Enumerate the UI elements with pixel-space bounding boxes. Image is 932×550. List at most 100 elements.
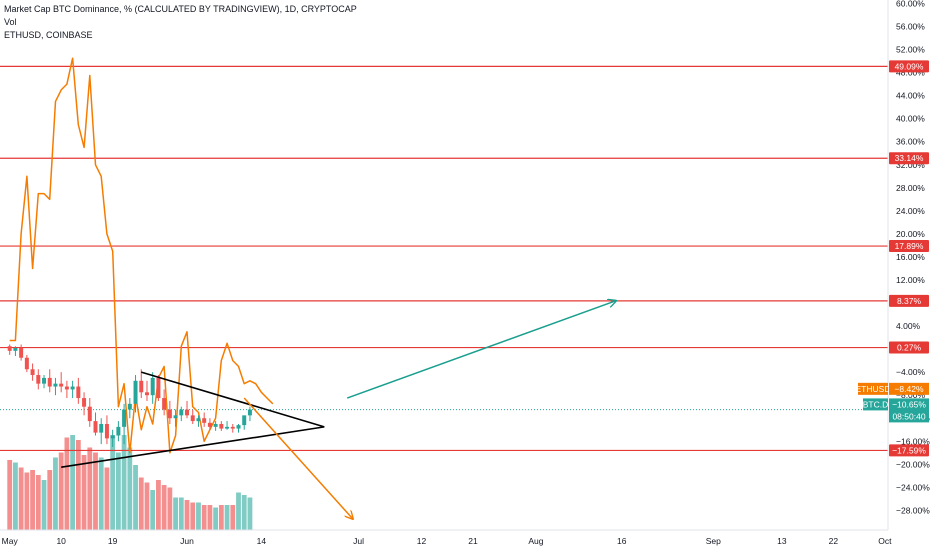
candle-body: [24, 357, 29, 370]
x-axis-tick-label: 12: [417, 536, 427, 546]
y-axis-tick-label: −24.00%: [896, 482, 930, 492]
level-price-badge: 8.37%: [889, 294, 929, 307]
drawings[interactable]: [61, 301, 616, 519]
level-price-badge-bg: [889, 294, 929, 307]
volume-bar: [133, 465, 138, 530]
y-axis-tick-label: 16.00%: [896, 252, 925, 262]
level-price-badge-text: 49.09%: [895, 61, 924, 71]
volume-bar: [35, 475, 41, 530]
candle-body: [173, 415, 178, 419]
candle-body: [64, 386, 69, 390]
volume-bar: [110, 435, 116, 530]
candle: [156, 375, 161, 401]
ethusd-value-bg: [889, 382, 929, 395]
horizontal-levels[interactable]: [0, 65, 888, 452]
volume-bar: [167, 487, 173, 530]
candle: [179, 406, 184, 422]
y-axis-tick-label: 36.00%: [896, 137, 925, 147]
legend-overlay-symbol: ETHUSD, COINBASE: [4, 30, 93, 40]
bearish-arrow[interactable]: [243, 397, 353, 519]
volume-bar: [87, 447, 93, 530]
y-axis-tick-label: 60.00%: [896, 0, 925, 9]
candle: [122, 403, 127, 445]
candle: [82, 392, 87, 416]
volume-bar: [201, 505, 207, 530]
level-price-badge-text: 33.14%: [895, 153, 924, 163]
volume-bar: [53, 457, 58, 530]
ethusd-current-badge: ETHUSD −8.42%: [856, 382, 929, 395]
candle-body: [190, 415, 195, 422]
candle: [93, 412, 98, 436]
candle-body: [202, 418, 207, 423]
candle-body: [236, 425, 241, 429]
candle: [202, 412, 207, 427]
candle: [47, 369, 52, 393]
candle: [196, 415, 201, 427]
candle-body: [19, 347, 24, 358]
candle-body: [104, 423, 109, 439]
candle: [213, 421, 218, 431]
ethusd-value-text: −8.42%: [894, 384, 924, 394]
y-axis-tick-label: 44.00%: [896, 91, 925, 101]
candle: [225, 421, 230, 430]
volume-bars: [7, 435, 253, 530]
candle: [53, 377, 58, 396]
btcd-candles: [7, 344, 252, 448]
x-axis-tick-label: 13: [777, 536, 787, 546]
ethusd-tag-bg: [858, 382, 888, 395]
x-axis-tick-label: 19: [108, 536, 118, 546]
candle-body: [70, 386, 75, 390]
candle-body: [162, 398, 167, 410]
candle-body: [156, 377, 161, 399]
level-price-badge-text: −17.59%: [892, 445, 926, 455]
candle: [110, 429, 115, 448]
volume-bar: [218, 505, 224, 530]
volume-bar: [241, 495, 247, 530]
candle-body: [87, 406, 92, 422]
volume-bar: [93, 452, 98, 530]
volume-bar: [104, 467, 110, 530]
y-axis[interactable]: 60.00% 56.00% 52.00% 48.00% 44.00% 40.00% 36.0…: [896, 0, 930, 515]
candle: [230, 423, 235, 433]
candle-body: [196, 418, 201, 422]
candle: [42, 375, 47, 389]
candle-body: [59, 383, 64, 387]
level-price-badge-bg: [889, 444, 929, 457]
volume-bar: [156, 480, 161, 530]
y-axis-tick-label: 20.00%: [896, 229, 925, 239]
volume-bar: [247, 497, 253, 530]
bullish-arrow[interactable]: [346, 301, 616, 399]
triangle-upper-trendline[interactable]: [141, 371, 325, 428]
y-axis-tick-label: −28.00%: [896, 505, 930, 515]
candle-body: [7, 346, 12, 351]
candle-body: [213, 423, 218, 427]
candle: [173, 409, 178, 427]
candle: [150, 372, 155, 404]
volume-bar: [138, 477, 144, 530]
candle: [144, 380, 149, 401]
x-axis[interactable]: May 10 19 Jun 14 Jul 12 21 Aug 16 Sep 13 22 Oct: [2, 536, 892, 546]
x-axis-tick-label: May: [2, 536, 19, 546]
x-axis-tick-label: Aug: [528, 536, 543, 546]
volume-bar: [81, 455, 87, 530]
volume-bar: [236, 492, 241, 530]
candle: [19, 344, 24, 361]
y-axis-tick-label: 48.00%: [896, 68, 925, 78]
candle: [190, 409, 195, 424]
triangle-lower-trendline[interactable]: [61, 426, 325, 468]
candle: [185, 400, 190, 419]
legend-title: Market Cap BTC Dominance, % (CALCULATED …: [4, 4, 357, 14]
candle-body: [133, 380, 138, 404]
candle-body: [127, 403, 132, 410]
candle-body: [53, 383, 58, 387]
x-axis-tick-label: Jul: [353, 536, 364, 546]
candle-body: [47, 377, 52, 387]
candle: [7, 344, 12, 355]
level-price-badge-text: 8.37%: [897, 296, 922, 306]
candle: [30, 363, 35, 381]
legend-volume: Vol: [4, 17, 17, 27]
candle-body: [242, 415, 247, 426]
candle: [70, 380, 75, 399]
candle-body: [167, 409, 172, 419]
